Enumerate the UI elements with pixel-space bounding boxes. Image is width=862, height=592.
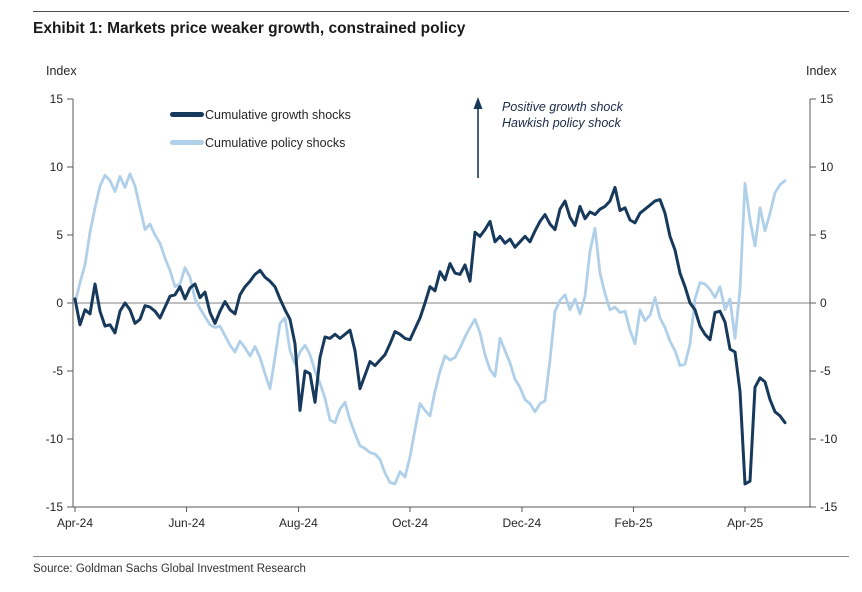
y-tick-label-right: 10 <box>820 160 834 174</box>
y-tick-label-right: -5 <box>820 364 831 378</box>
y-tick-label-left: -15 <box>46 500 64 514</box>
legend-item-policy: Cumulative policy shocks <box>170 135 351 150</box>
growth-shocks-line <box>73 185 787 486</box>
up-arrow-head <box>473 97 483 109</box>
annotation-line-1: Positive growth shock <box>502 100 623 114</box>
legend-label-policy: Cumulative policy shocks <box>205 135 346 150</box>
y-axis-title-right: Index <box>806 64 837 78</box>
x-tick-label: Aug-24 <box>279 516 318 530</box>
y-tick-label-right: 0 <box>820 296 827 310</box>
exhibit-title: Exhibit 1: Markets price weaker growth, … <box>33 20 466 37</box>
growth-line-swatch <box>170 112 204 117</box>
y-axis-title-left: Index <box>46 64 77 78</box>
y-tick-label-left: 15 <box>50 92 64 106</box>
y-tick-label-left: 10 <box>50 160 64 174</box>
y-tick-label-right: -15 <box>820 500 838 514</box>
legend-label-growth: Cumulative growth shocks <box>205 107 351 122</box>
annotation-line-2: Hawkish policy shock <box>502 116 621 130</box>
shock-direction-annotation: Positive growth shock Hawkish policy sho… <box>502 99 623 131</box>
policy-line-swatch <box>170 140 204 145</box>
y-tick-label-left: 5 <box>56 228 63 242</box>
x-tick-label: Dec-24 <box>502 516 541 530</box>
x-tick-label: Jun-24 <box>168 516 205 530</box>
y-tick-label-left: 0 <box>56 296 63 310</box>
y-tick-label-left: -5 <box>52 364 63 378</box>
policy-shocks-line <box>73 172 787 486</box>
top-rule <box>33 11 849 12</box>
legend-item-growth: Cumulative growth shocks <box>170 107 351 122</box>
x-tick-label: Feb-25 <box>614 516 652 530</box>
legend: Cumulative growth shocks Cumulative poli… <box>170 107 351 163</box>
x-tick-label: Apr-24 <box>57 516 93 530</box>
x-tick-label: Apr-25 <box>727 516 763 530</box>
plot-svg: 15 15 10 10 5 5 0 0 -5 -5 -10 -10 -15 -15 Apr-24 Jun-24… <box>46 92 838 530</box>
bottom-rule <box>33 556 849 557</box>
y-tick-label-right: 5 <box>820 228 827 242</box>
y-tick-label-right: 15 <box>820 92 834 106</box>
x-tick-label: Oct-24 <box>392 516 428 530</box>
source-note: Source: Goldman Sachs Global Investment … <box>33 563 306 575</box>
y-tick-label-left: -10 <box>46 432 64 446</box>
y-tick-label-right: -10 <box>820 432 838 446</box>
